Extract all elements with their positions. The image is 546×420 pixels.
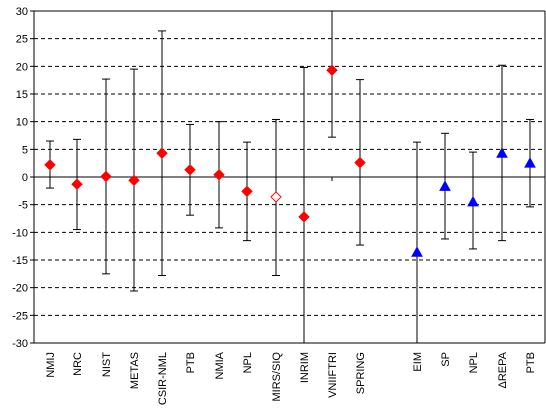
data-point-diamond xyxy=(326,64,338,76)
x-tick-label: NPL xyxy=(468,352,480,373)
label-layer: NMIJ NRC NIST METAS CSIR-NML PTB NMIA NPL MIRS/S… xyxy=(45,351,537,405)
grid-layer xyxy=(34,10,545,344)
x-tick-label: NMIJ xyxy=(45,352,57,378)
data-point-diamond xyxy=(71,178,83,190)
y-tick-label: 0 xyxy=(22,172,28,184)
y-tick-label: 25 xyxy=(16,34,28,46)
x-tick-label: EIM xyxy=(412,352,424,372)
y-tick-label: 15 xyxy=(16,89,28,101)
y-tick-label: -25 xyxy=(12,310,28,322)
x-tick-label: CSIR-NML xyxy=(157,352,169,405)
x-tick-label: MIRS/SIQ xyxy=(271,352,283,402)
y-tick-label: 5 xyxy=(22,144,28,156)
data-point-diamond xyxy=(100,170,112,183)
x-tick-label: METAS xyxy=(129,352,141,389)
x-tick-label: NMIA xyxy=(214,351,226,379)
y-tick-label: -15 xyxy=(12,255,28,267)
y-tick-label: -10 xyxy=(12,227,28,239)
x-tick-label: PTB xyxy=(185,352,197,373)
data-point-diamond-open xyxy=(270,191,282,203)
data-point-diamond xyxy=(354,156,366,169)
x-tick-label: ΔREPA xyxy=(497,351,509,388)
x-tick-label: SP xyxy=(440,352,452,367)
y-tick-label: 20 xyxy=(16,61,28,73)
x-tick-label: PTB xyxy=(525,352,537,373)
data-point-diamond xyxy=(213,169,225,181)
y-tick-label: -20 xyxy=(12,283,28,295)
data-point-diamond xyxy=(44,159,56,171)
y-tick-label: -5 xyxy=(18,200,28,212)
data-point-triangle xyxy=(496,147,508,158)
data-point-triangle xyxy=(439,180,451,191)
data-point-diamond xyxy=(128,174,140,187)
y-tick-label: -30 xyxy=(12,338,28,350)
marker-layer xyxy=(44,64,536,257)
y-tick-label: 10 xyxy=(16,117,28,129)
data-point-diamond xyxy=(156,147,168,159)
data-point-triangle xyxy=(411,246,423,257)
data-point-diamond xyxy=(184,164,196,176)
x-tick-label: NRC xyxy=(72,352,84,376)
axis-layer: 30 25 20 15 10 5 0 -5 -10 -15 -20 -25 -30 xyxy=(12,6,546,350)
data-point-triangle xyxy=(524,157,536,168)
x-tick-label: NIST xyxy=(101,352,113,377)
y-tick-label: 30 xyxy=(16,6,28,18)
data-point-triangle xyxy=(467,195,479,207)
data-point-diamond xyxy=(241,185,253,198)
data-point-diamond xyxy=(298,211,310,223)
x-tick-label: INRIM xyxy=(299,352,311,383)
x-tick-label: VNIIFTRI xyxy=(327,352,339,398)
x-tick-label: NPL xyxy=(242,352,254,373)
x-tick-label: SPRING xyxy=(355,352,367,394)
